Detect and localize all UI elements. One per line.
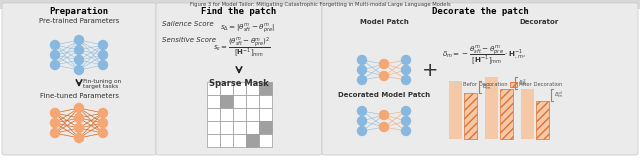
Bar: [485, 77, 498, 139]
Text: Fin-tuning on
target tasks: Fin-tuning on target tasks: [83, 79, 121, 89]
Circle shape: [380, 72, 388, 81]
Circle shape: [51, 119, 60, 127]
Text: Find the patch: Find the patch: [202, 7, 276, 16]
Text: After Decoration: After Decoration: [519, 82, 563, 87]
Bar: [232, 134, 246, 147]
Circle shape: [74, 55, 83, 65]
Text: $\delta^2_m$: $\delta^2_m$: [518, 78, 528, 88]
Circle shape: [99, 128, 108, 137]
Circle shape: [99, 119, 108, 127]
Bar: [259, 134, 271, 147]
Bar: [0, 0, 640, 9]
Bar: [246, 108, 259, 121]
Bar: [259, 95, 271, 108]
Bar: [220, 108, 232, 121]
Text: $\delta^1_m$: $\delta^1_m$: [482, 82, 492, 92]
Circle shape: [51, 60, 60, 70]
Text: $s_\varepsilon = \dfrac{(\theta_{sft}^m - \theta_{pre}^m)^2}{[\mathbf{H}^{-1}]_{: $s_\varepsilon = \dfrac{(\theta_{sft}^m …: [213, 35, 271, 59]
Bar: [232, 121, 246, 134]
Text: Sailence Score: Sailence Score: [162, 21, 214, 27]
Bar: [449, 81, 462, 139]
Circle shape: [358, 117, 367, 125]
Bar: [220, 95, 232, 108]
Circle shape: [51, 41, 60, 49]
Text: $\delta_m = -\dfrac{\theta_{sft}^m - \theta_{pre}^m}{[\mathbf{H}^{-1}]_{mm}} \cd: $\delta_m = -\dfrac{\theta_{sft}^m - \th…: [442, 43, 526, 67]
Circle shape: [358, 126, 367, 135]
Bar: [207, 95, 220, 108]
Circle shape: [401, 107, 410, 116]
Bar: [246, 95, 259, 108]
Text: $\delta^d_m$: $\delta^d_m$: [554, 90, 564, 100]
Text: Decorate the patch: Decorate the patch: [431, 7, 529, 16]
Bar: [207, 121, 220, 134]
Circle shape: [74, 66, 83, 75]
Circle shape: [74, 133, 83, 142]
Bar: [246, 134, 259, 147]
Circle shape: [99, 50, 108, 59]
Circle shape: [380, 111, 388, 120]
Circle shape: [74, 114, 83, 123]
FancyBboxPatch shape: [2, 3, 156, 155]
Circle shape: [358, 76, 367, 84]
Text: $s_\Delta = |\theta_{sft}^m - \theta_{pre}^m|$: $s_\Delta = |\theta_{sft}^m - \theta_{pr…: [220, 21, 275, 35]
Circle shape: [74, 36, 83, 44]
Text: Decorator: Decorator: [520, 19, 559, 25]
Text: Sensitive Score: Sensitive Score: [162, 37, 216, 43]
Bar: [220, 82, 232, 95]
Circle shape: [99, 41, 108, 49]
Bar: [207, 134, 220, 147]
Bar: [246, 121, 259, 134]
Bar: [510, 82, 517, 87]
Circle shape: [358, 107, 367, 116]
Text: Sparse Mask: Sparse Mask: [209, 79, 269, 88]
Bar: [232, 82, 246, 95]
Circle shape: [51, 109, 60, 118]
Bar: [232, 95, 246, 108]
Text: Figure 3 for Model Tailor: Mitigating Catastrophic Forgetting in Multi-modal Lar: Figure 3 for Model Tailor: Mitigating Ca…: [189, 2, 451, 7]
Circle shape: [358, 55, 367, 65]
Circle shape: [358, 66, 367, 75]
Bar: [220, 134, 232, 147]
Bar: [464, 93, 477, 139]
Text: Befor Decoration: Befor Decoration: [463, 82, 508, 87]
Circle shape: [380, 123, 388, 131]
Circle shape: [99, 109, 108, 118]
FancyBboxPatch shape: [156, 3, 322, 155]
Bar: [521, 89, 534, 139]
Text: $+$: $+$: [421, 60, 437, 80]
Bar: [259, 121, 271, 134]
Circle shape: [401, 117, 410, 125]
Bar: [246, 82, 259, 95]
Text: Pre-trained Parameters: Pre-trained Parameters: [39, 18, 119, 24]
FancyBboxPatch shape: [322, 3, 638, 155]
Text: Preparation: Preparation: [49, 7, 109, 16]
Bar: [207, 108, 220, 121]
Circle shape: [51, 50, 60, 59]
Text: Decorated Model Patch: Decorated Model Patch: [338, 92, 430, 98]
Bar: [232, 108, 246, 121]
Bar: [259, 82, 271, 95]
Circle shape: [401, 126, 410, 135]
Text: Model Patch: Model Patch: [360, 19, 408, 25]
Circle shape: [380, 59, 388, 69]
Circle shape: [74, 45, 83, 54]
Circle shape: [401, 76, 410, 84]
Bar: [207, 82, 220, 95]
Bar: [259, 108, 271, 121]
Circle shape: [74, 124, 83, 132]
Bar: [500, 89, 513, 139]
Circle shape: [99, 60, 108, 70]
Bar: [454, 82, 461, 87]
Text: Fine-tuned Parameters: Fine-tuned Parameters: [40, 93, 118, 99]
Circle shape: [74, 103, 83, 113]
Circle shape: [51, 128, 60, 137]
Circle shape: [401, 55, 410, 65]
Bar: [220, 121, 232, 134]
Circle shape: [401, 66, 410, 75]
Bar: [536, 101, 549, 139]
